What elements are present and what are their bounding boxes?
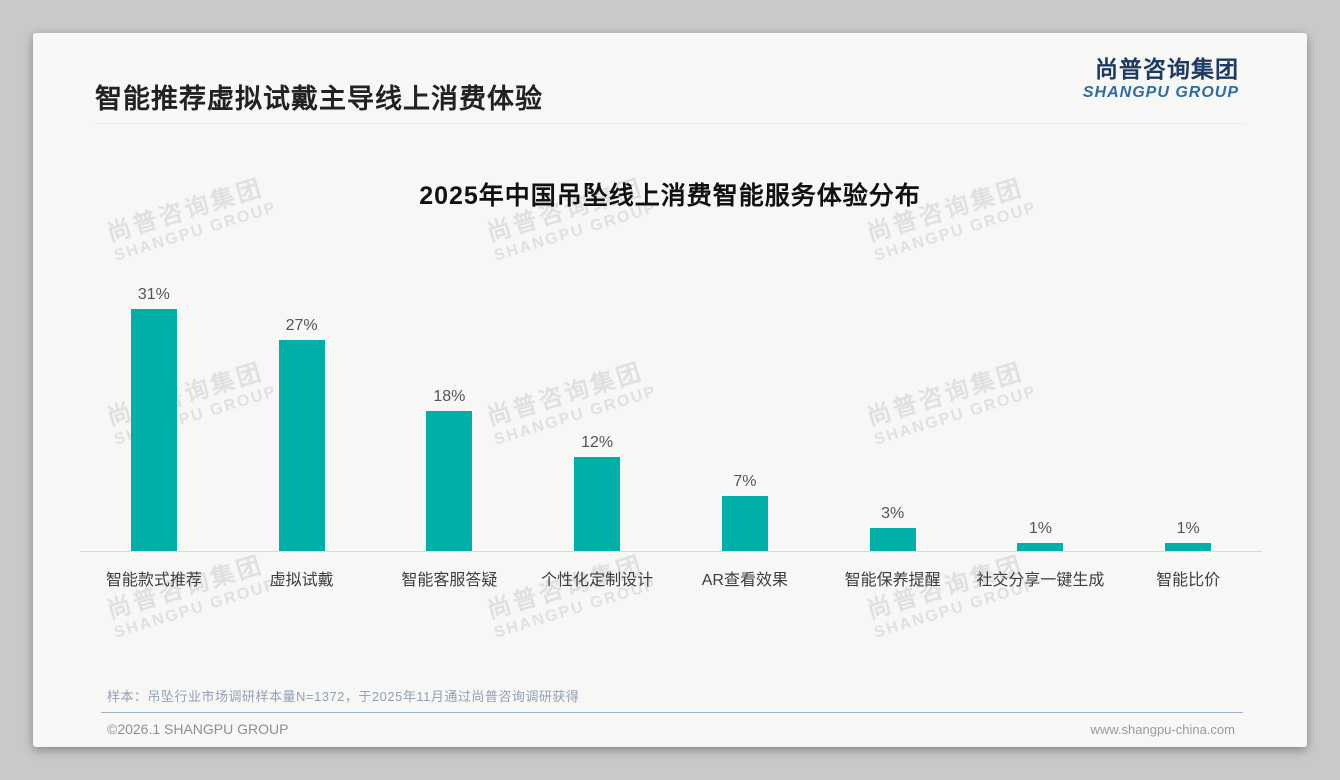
header-divider [95,123,1245,124]
bar [574,457,621,551]
chart-column: 18% [376,251,524,551]
logo-english-name: SHANGPU GROUP [1082,84,1239,102]
category-label: AR查看效果 [701,572,788,589]
category-label: 社交分享一键生成 [976,572,1105,589]
bar-value-label: 31% [137,286,170,303]
category-label: 个性化定制设计 [541,572,654,589]
company-logo: 尚普咨询集团 SHANGPU GROUP [1082,56,1239,102]
chart-title: 2025年中国吊坠线上消费智能服务体验分布 [419,182,921,210]
bar-chart-plot: 31% 27% 18% 12% 7% 3% 1% 1% [80,251,1262,552]
category-label: 虚拟试戴 [269,572,334,589]
website-text: www.shangpu-china.com [1090,722,1235,737]
bar-value-label: 27% [285,317,318,334]
chart-column: 7% [671,251,819,551]
report-slide: 尚普咨询集团 SHANGPU GROUP 尚普咨询集团 SHANGPU GROUP 尚普… [33,33,1307,747]
watermark: 尚普咨询集团 SHANGPU GROUP [864,549,1039,642]
category-label: 智能比价 [1156,572,1221,589]
bar [1165,543,1212,551]
chart-column: 12% [523,251,671,551]
bar-value-label: 3% [881,505,905,522]
category-label: 智能客服答疑 [401,572,498,589]
bar-value-label: 7% [733,473,757,490]
page-title: 智能推荐虚拟试戴主导线上消费体验 [95,84,543,114]
watermark: 尚普咨询集团 SHANGPU GROUP [484,549,659,642]
sample-note: 样本：吊坠行业市场调研样本量N=1372，于2025年11月通过尚普咨询调研获得 [107,689,580,704]
watermark: 尚普咨询集团 SHANGPU GROUP [104,549,279,642]
bar [721,496,768,551]
bar-value-label: 18% [433,388,466,405]
bar [426,411,473,551]
chart-column: 27% [228,251,376,551]
bar [130,309,177,551]
bar-value-label: 1% [1176,520,1200,537]
bar [278,340,325,551]
footer-divider [101,712,1243,713]
category-label: 智能保养提醒 [844,572,941,589]
chart-column: 3% [819,251,967,551]
category-label: 智能款式推荐 [105,572,202,589]
copyright-text: ©2026.1 SHANGPU GROUP [107,721,289,737]
bar [1017,543,1064,551]
logo-chinese-name: 尚普咨询集团 [1095,56,1239,82]
bar [869,528,916,551]
bar-value-label: 12% [581,434,614,451]
chart-column: 31% [80,251,228,551]
bar-chart-category-axis: 智能款式推荐 虚拟试戴 智能客服答疑 个性化定制设计 AR查看效果 智能保养提醒 社交分享一… [80,566,1262,590]
chart-column: 1% [967,251,1115,551]
chart-column: 1% [1114,251,1262,551]
bar-value-label: 1% [1028,520,1052,537]
